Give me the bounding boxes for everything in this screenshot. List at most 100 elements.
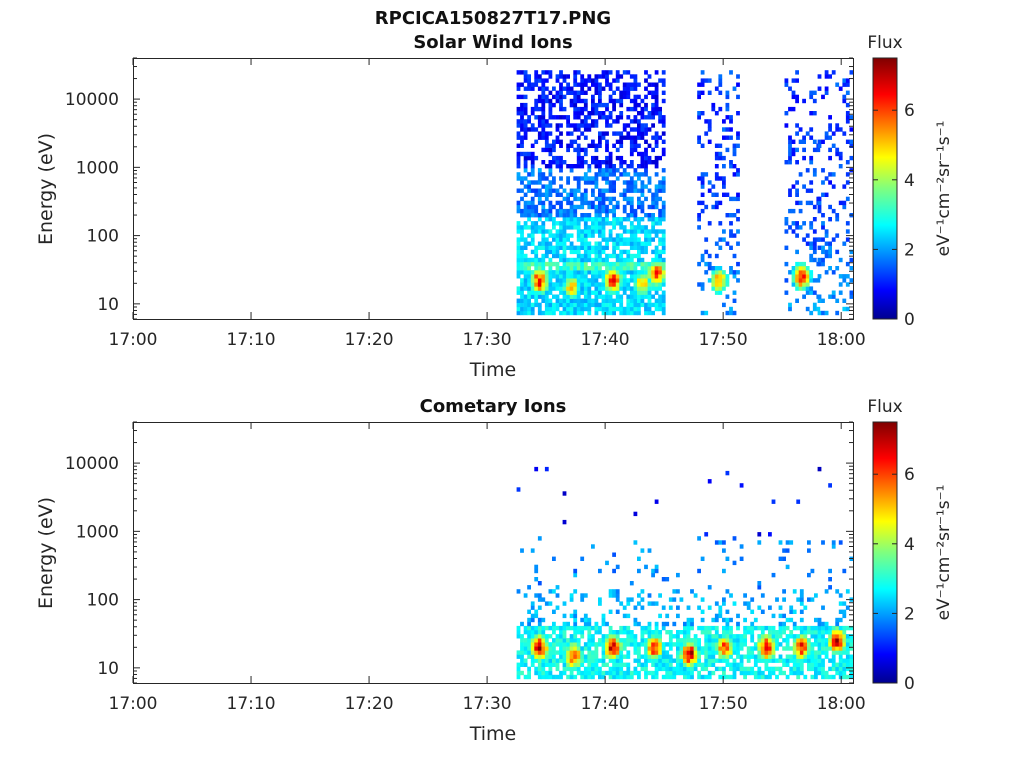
panel-title-cometary: Cometary Ions [420,396,567,417]
heatmap-cell [523,131,528,136]
heatmap-cell [576,282,581,287]
heatmap-cell [739,634,744,639]
heatmap-cell [714,601,719,606]
heatmap-cell [739,642,744,647]
heatmap-cell [803,605,808,610]
heatmap-cell [523,625,528,631]
heatmap-cell [654,98,659,104]
heatmap-cell [629,237,634,242]
heatmap-cell [608,609,613,614]
heatmap-cell [552,294,556,299]
heatmap-cell [629,581,634,586]
heatmap-cell [534,613,539,619]
heatmap-cell [788,155,792,161]
heatmap-cell [665,630,670,635]
heatmap-cell [520,176,524,181]
heatmap-cell [598,597,602,602]
heatmap-cell [803,674,808,680]
heatmap-cell [622,630,627,635]
heatmap-cell [562,519,567,525]
heatmap-cell [665,650,670,655]
heatmap-cell [520,233,524,238]
heatmap-cell [647,127,652,132]
heatmap-cell [679,654,684,659]
heatmap-cell [782,638,786,643]
heatmap-cell [746,658,751,663]
heatmap-cell [658,658,662,663]
heatmap-cell [736,642,740,647]
heatmap-cell [598,111,602,116]
heatmap-cell [523,176,528,181]
heatmap-cell [725,241,730,246]
heatmap-cell [672,670,677,676]
heatmap-cell [809,135,814,140]
heatmap-cell [842,638,847,643]
heatmap-cell [605,139,609,144]
heatmap-cell [637,621,641,627]
heatmap-cell [647,241,652,246]
heatmap-cell [626,278,631,283]
heatmap-cell [516,94,521,100]
heatmap-cell [583,642,588,647]
heatmap-cell [633,233,638,238]
heatmap-cell [555,625,560,631]
x-label-solar-wind: Time [469,359,517,381]
heatmap-cell [548,192,553,197]
heatmap-cell [594,143,599,148]
heatmap-cell [845,646,850,651]
heatmap-cell [722,601,726,606]
heatmap-cell [576,221,581,226]
heatmap-cell [810,630,815,635]
heatmap-cell [527,261,531,267]
heatmap-cell [757,634,762,639]
heatmap-cell [658,237,662,242]
heatmap-cell [619,135,624,140]
heatmap-cell [601,650,606,655]
heatmap-cell [552,217,556,222]
heatmap-cell [598,666,602,672]
heatmap-cell [601,646,606,651]
heatmap-cell [718,237,723,242]
heatmap-cell [608,625,613,631]
heatmap-cell [559,82,563,87]
heatmap-cell [523,221,528,226]
heatmap-cell [640,151,645,157]
heatmap-cell [541,192,546,197]
heatmap-cell [788,306,792,312]
heatmap-cell [591,666,595,672]
heatmap-cell [580,82,585,87]
heatmap-cell [651,82,655,87]
heatmap-cell [658,196,662,202]
heatmap-cell [544,86,549,91]
heatmap-cell [824,646,829,651]
heatmap-cell [644,642,648,647]
x-axis-cometary: 17:00 17:10 17:20 17:30 17:40 17:50 18:00 [109,422,866,714]
heatmap-cell [640,106,645,112]
heatmap-cell [587,180,592,185]
heatmap-cell [809,270,814,275]
heatmap-cell [753,625,758,631]
heatmap-cell [690,638,694,643]
heatmap-cell [736,135,740,140]
heatmap-cell [527,674,531,680]
heatmap-cell [799,593,804,598]
heatmap-cell [842,200,847,206]
heatmap-cell [569,221,574,226]
heatmap-cell [637,282,641,287]
heatmap-cell [668,666,673,672]
heatmap-cell [580,119,585,124]
heatmap-cell [534,609,539,614]
heatmap-cell [615,278,620,283]
heatmap-cell [530,82,535,87]
heatmap-cell [605,221,609,226]
heatmap-cell [626,249,631,255]
heatmap-cell [637,249,641,255]
heatmap-cell [812,147,817,153]
heatmap-cell [718,642,723,647]
heatmap-cell [775,634,779,639]
heatmap-cell [633,127,638,132]
heatmap-cell [679,638,684,643]
heatmap-cell [527,638,531,643]
heatmap-cell [534,98,539,104]
heatmap-cell [530,658,535,663]
